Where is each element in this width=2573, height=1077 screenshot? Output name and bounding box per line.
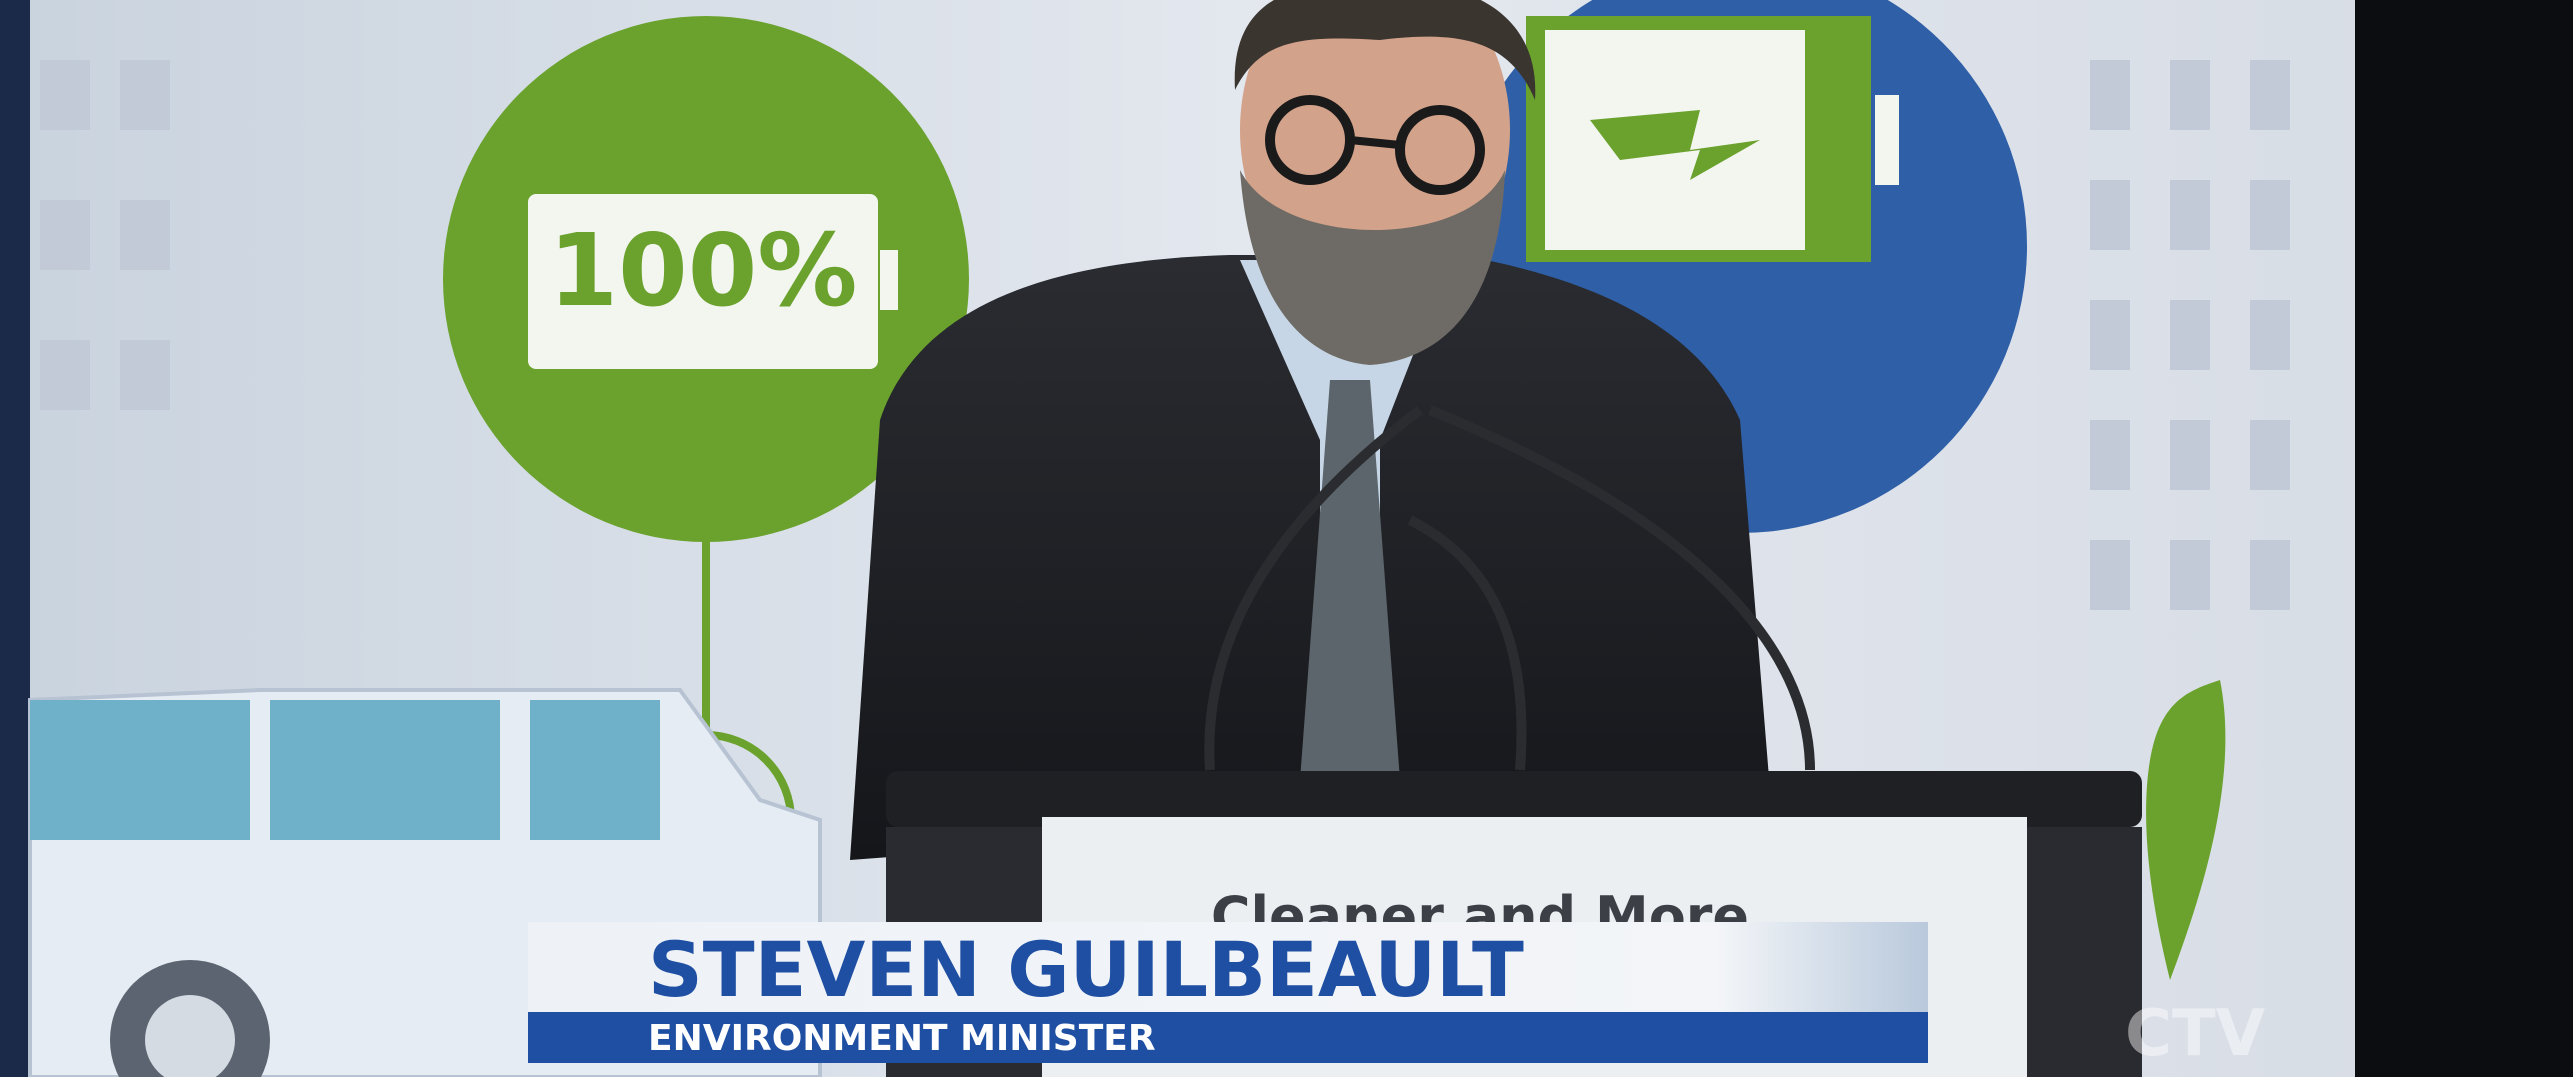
battery-label: 100% <box>549 212 858 329</box>
speaker-title: ENVIRONMENT MINISTER <box>648 1018 1156 1059</box>
curtain <box>2355 0 2573 1077</box>
video-frame: 100% Cleaner and More STEVEN GUILBEAULT … <box>0 0 2573 1077</box>
speaker-name: STEVEN GUILBEAULT <box>648 925 1524 1014</box>
watermark: CTV <box>2125 997 2266 1071</box>
charging-battery-tip <box>1875 95 1899 185</box>
battery-tip <box>880 250 898 310</box>
page: 100% Cleaner and More STEVEN GUILBEAULT … <box>0 0 2573 1077</box>
frame-edge <box>0 0 30 1077</box>
